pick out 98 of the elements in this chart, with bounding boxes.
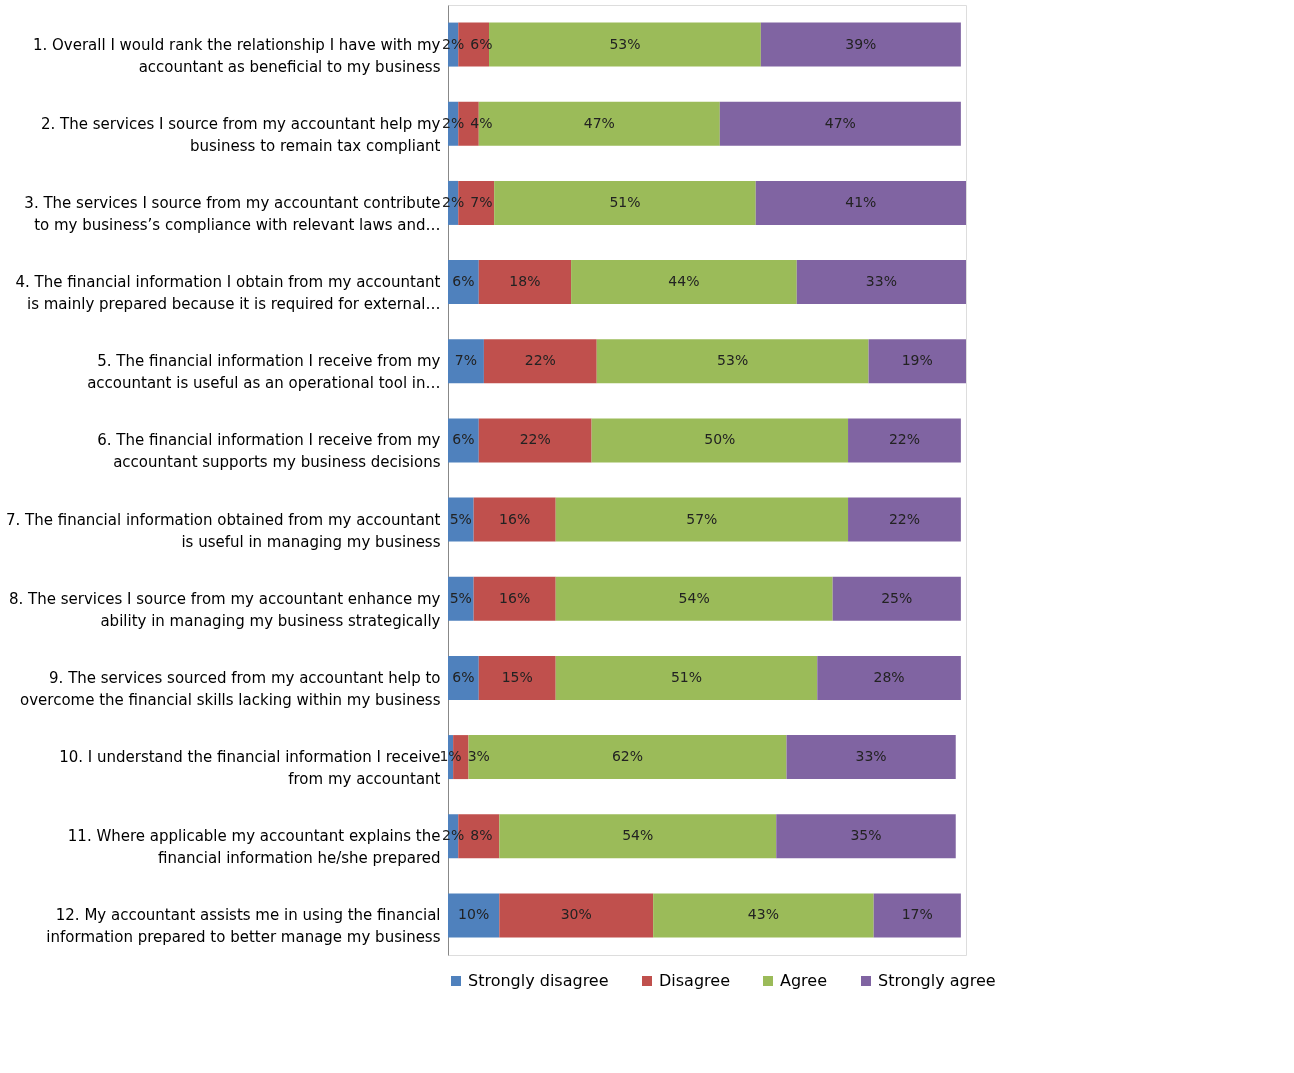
data-label: 16% [499,589,531,606]
data-label: 47% [583,114,615,131]
bar [796,260,966,305]
data-label: 22% [519,431,551,448]
bar [832,576,961,621]
data-label: 7% [470,193,493,210]
data-label: 33% [865,273,897,290]
data-label: 57% [686,510,718,527]
bar [555,576,833,621]
bar [478,260,572,305]
data-label: 2% [442,114,465,131]
bar [596,339,869,384]
bar [499,814,777,859]
data-label: 2% [442,35,465,52]
data-label: 6% [452,273,475,290]
bar [473,497,556,542]
data-label: 17% [901,906,933,923]
data-label: 53% [609,35,641,52]
bar [468,735,787,780]
data-label: 8% [470,827,493,844]
data-label: 2% [442,193,465,210]
data-label: 16% [499,510,531,527]
bar [483,339,597,384]
bar [448,497,474,542]
legend-label: Disagree [659,971,730,990]
bar [448,893,500,938]
data-label: 54% [678,589,710,606]
legend-label: Strongly disagree [468,971,609,990]
bar [448,260,479,305]
data-label: 39% [845,35,877,52]
bar [448,339,484,384]
data-label: 7% [454,352,478,369]
data-label: 3% [467,748,490,765]
data-label: 6% [452,431,475,448]
data-label: 41% [845,193,877,210]
bar [478,655,556,700]
bar [494,180,756,225]
data-label: 25% [881,589,913,606]
y-tick-label: 1. Overall I would rank the relationship I have with my accountant as beneficial to my business [32,35,441,76]
data-label: 19% [901,352,933,369]
data-label: 35% [850,827,882,844]
data-label: 6% [452,668,475,685]
bar [755,180,966,225]
bar [873,893,961,938]
bar [776,814,956,859]
legend-label: Strongly agree [878,971,996,990]
data-label: 10% [458,906,490,923]
data-label: 43% [747,906,779,923]
bar [848,497,961,542]
data-label: 15% [501,668,533,685]
data-label: 54% [622,827,654,844]
data-label: 5% [449,510,472,527]
bar [653,893,874,938]
y-tick-label: 8. The services I source from my accountant enhance my ability in managing my business strategically [8,589,441,630]
y-tick-label: 9. The services sourced from my accountant help to overcome the financial skills lacking within my business [20,668,441,709]
bar [571,260,797,305]
bar [868,339,966,384]
data-label: 51% [609,193,641,210]
bar [786,735,956,780]
data-label: 62% [611,748,644,765]
bar [473,576,556,621]
y-tick-label: 5. The financial information I receive from my accountant is useful as an operational tool in… [87,352,441,393]
y-tick-label: 2. The services I source from my accountant help my business to remain tax compliant [40,114,441,155]
bar [448,576,474,621]
bar [499,893,654,938]
data-label: 50% [704,431,736,448]
data-label: 28% [873,668,905,685]
bar [448,655,479,700]
y-tick-label: 12. My accountant assists me in using the financial information prepared to better manage my business [46,906,441,947]
data-label: 22% [888,510,921,527]
bar [817,655,961,700]
bar [719,101,961,146]
bar [848,418,961,463]
bar [555,497,849,542]
data-label: 47% [824,114,856,131]
data-label: 53% [717,352,749,369]
y-tick-label: 7. The financial information obtained from my accountant is useful in managing my business [5,510,441,551]
bar [591,418,849,463]
legend-label: Agree [780,971,828,990]
data-label: 30% [560,906,592,923]
y-tick-label: 11. Where applicable my accountant explains the financial information he/she prepared [67,827,441,868]
data-label: 2% [442,827,465,844]
data-label: 22% [524,352,556,369]
bar [478,418,592,463]
data-label: 1% [439,748,462,765]
y-tick-label: 4. The financial information I obtain from my accountant is mainly prepared because it is required for external… [15,273,441,314]
bar [555,655,818,700]
data-label: 44% [668,273,700,290]
data-label: 18% [509,273,541,290]
bar [448,418,479,463]
y-tick-label: 6. The financial information I receive from my accountant supports my business decisions [97,431,441,472]
bar [760,22,961,67]
y-tick-label: 10. I understand the financial information I receive from my accountant [59,748,441,789]
data-label: 33% [855,748,887,765]
y-tick-label: 3. The services I source from my accountant contribute to my business’s compliance with relevant laws and… [24,193,441,234]
data-label: 51% [670,668,703,685]
data-label: 5% [449,589,472,606]
data-label: 22% [888,431,921,448]
